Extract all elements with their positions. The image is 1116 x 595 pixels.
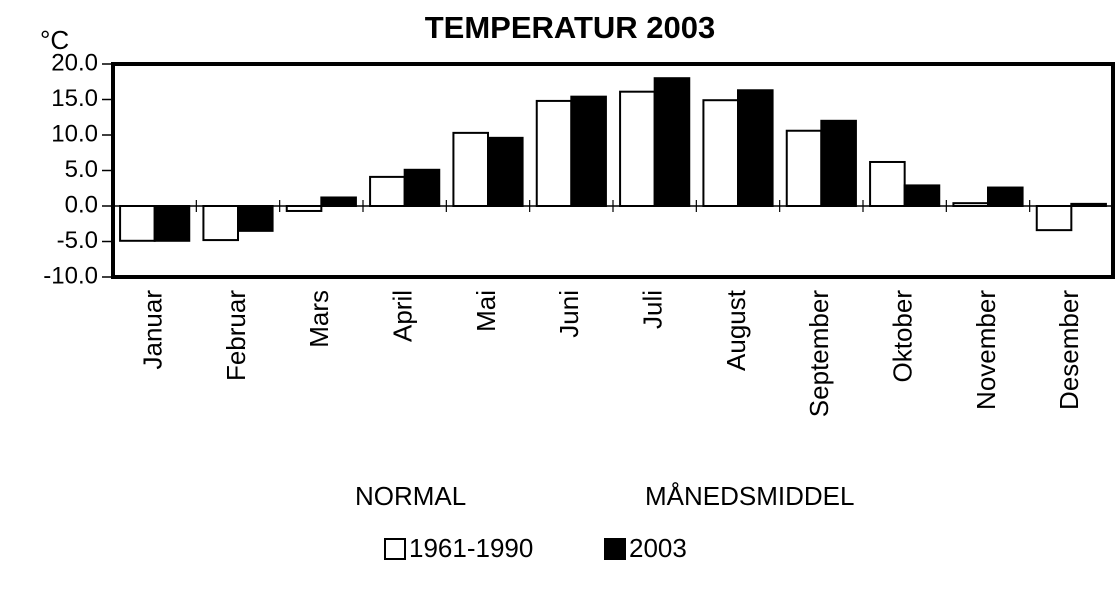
bar	[535, 99, 573, 207]
bar	[403, 168, 441, 207]
x-tick-label: Februar	[221, 290, 251, 381]
bar	[119, 205, 156, 242]
y-tick-label: 0.0	[65, 191, 98, 218]
legend-swatch	[384, 538, 406, 560]
y-tick-label: -5.0	[57, 227, 98, 254]
x-tick-label: September	[804, 290, 834, 418]
bar	[619, 90, 656, 207]
bar	[202, 205, 240, 242]
x-tick-label: November	[971, 290, 1001, 410]
bar	[903, 184, 941, 208]
bar	[1035, 205, 1073, 232]
bar	[237, 205, 274, 232]
legend-heading: NORMAL	[355, 481, 466, 511]
bar	[653, 77, 691, 207]
x-tick-label: Mars	[304, 290, 334, 348]
bar	[702, 99, 740, 207]
x-tick-label: Juli	[638, 290, 668, 329]
legend-label: 1961-1990	[409, 533, 533, 563]
chart-title: TEMPERATUR 2003	[425, 10, 716, 45]
legend-heading: MÅNEDSMIDDEL	[645, 481, 854, 511]
bar	[153, 205, 191, 242]
x-tick-label: Juni	[554, 290, 584, 338]
bar	[737, 89, 774, 207]
bar	[869, 160, 906, 207]
bar	[320, 196, 357, 207]
x-tick-label: Januar	[138, 290, 168, 370]
bar	[987, 186, 1024, 207]
y-tick-label: 5.0	[65, 156, 98, 183]
bar	[369, 175, 406, 207]
bar	[785, 129, 823, 208]
x-tick-label: August	[721, 289, 751, 371]
bar	[570, 95, 607, 207]
y-axis-label: °C	[40, 25, 69, 55]
plot-frame	[111, 62, 1115, 279]
x-tick-label: Mai	[471, 290, 501, 332]
bar	[820, 119, 857, 207]
bar	[452, 131, 489, 207]
x-tick-label: Oktober	[888, 290, 918, 383]
y-tick-label: 20.0	[51, 49, 98, 76]
legend-label: 2003	[629, 533, 687, 563]
bar	[487, 136, 524, 207]
y-tick-label: 15.0	[51, 85, 98, 112]
y-tick-label: 10.0	[51, 120, 98, 147]
x-tick-label: April	[388, 290, 418, 342]
legend-swatch	[604, 538, 626, 560]
y-tick-label: -10.0	[43, 262, 98, 289]
x-tick-label: Desember	[1054, 290, 1084, 410]
